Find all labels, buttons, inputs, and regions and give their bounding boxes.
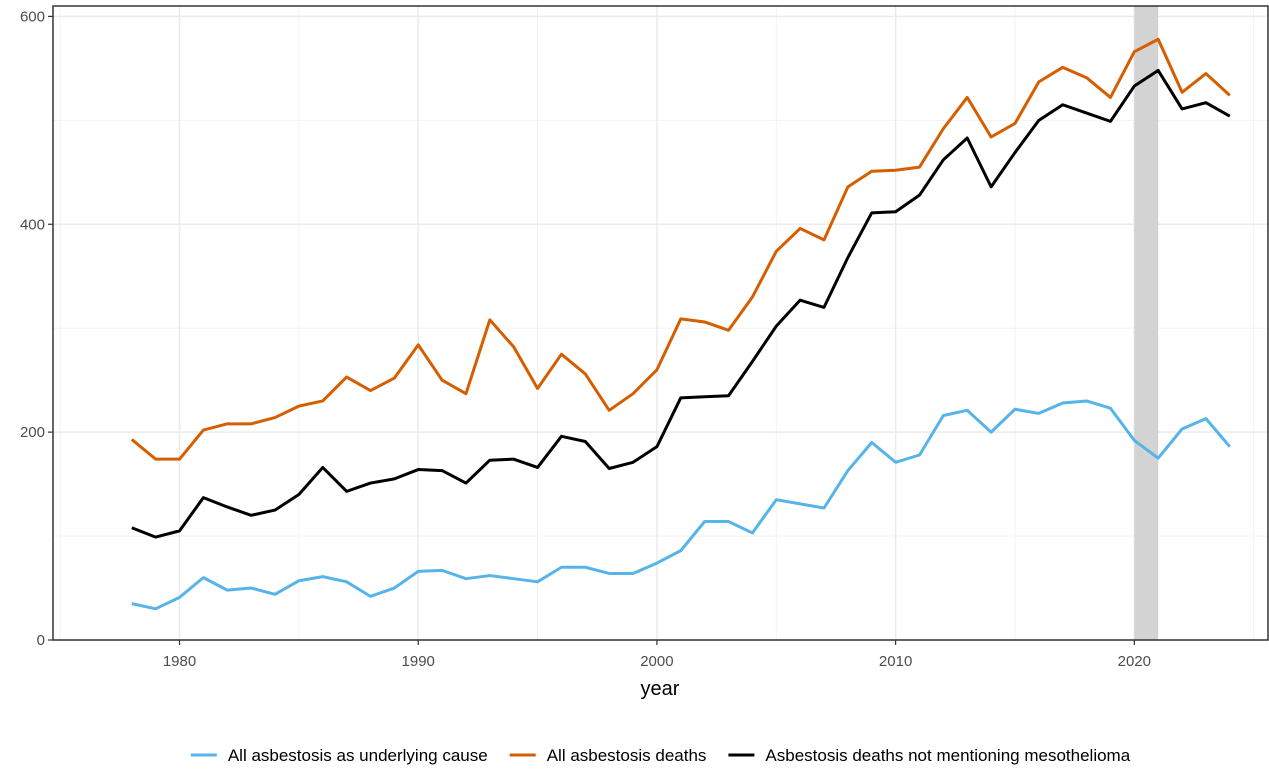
highlight-band-layer — [1134, 6, 1159, 640]
y-tick-label: 600 — [20, 8, 45, 25]
highlight-band — [1134, 6, 1159, 640]
legend-label-1: All asbestosis as underlying cause — [228, 746, 488, 765]
series-line-1 — [131, 399, 1231, 611]
y-axis: 0 200 400 600 — [20, 8, 53, 649]
plot-panel-background — [53, 6, 1268, 640]
x-tick-label: 2020 — [1118, 653, 1151, 670]
y-tick-label: 400 — [20, 216, 45, 233]
x-tick-label: 1980 — [163, 653, 196, 670]
legend-item-2: All asbestosis deaths — [509, 746, 707, 765]
legend-item-3: Asbestosis deaths not mentioning mesothe… — [728, 746, 1131, 765]
series-line-2 — [130, 37, 1231, 461]
plot-area — [52, 5, 1269, 641]
x-axis: 1980 1990 2000 2010 2020 — [163, 640, 1151, 670]
legend: All asbestosis as underlying cause All as… — [190, 746, 1131, 765]
legend-item-1: All asbestosis as underlying cause — [190, 746, 488, 765]
plot-panel-border — [52, 5, 1269, 641]
x-axis-title: year — [641, 678, 680, 700]
series-layer — [130, 37, 1231, 611]
y-tick-label: 200 — [20, 424, 45, 441]
x-tick-label: 2010 — [879, 653, 912, 670]
series-line-3 — [131, 68, 1231, 539]
x-tick-label: 2000 — [640, 653, 673, 670]
legend-label-3: Asbestosis deaths not mentioning mesothe… — [765, 746, 1130, 765]
y-tick-label: 0 — [37, 632, 45, 649]
legend-label-2: All asbestosis deaths — [547, 746, 707, 765]
minor-gridlines — [53, 6, 1268, 640]
x-tick-label: 1990 — [402, 653, 435, 670]
